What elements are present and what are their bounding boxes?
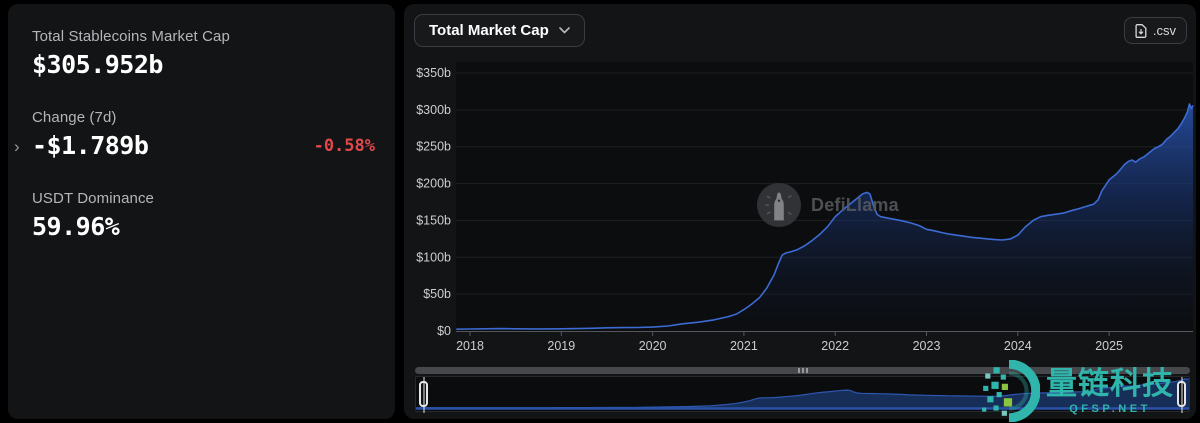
svg-text:2025: 2025 [1095, 339, 1123, 353]
chart-range-navigator[interactable] [415, 376, 1190, 412]
svg-text:$150b: $150b [416, 213, 451, 227]
svg-text:2018: 2018 [456, 339, 484, 353]
download-csv-button[interactable]: .csv [1123, 17, 1187, 44]
svg-text:$300b: $300b [416, 103, 451, 117]
svg-text:2019: 2019 [547, 339, 575, 353]
metric-dropdown[interactable]: Total Market Cap [414, 14, 585, 47]
svg-text:2022: 2022 [821, 339, 849, 353]
file-download-icon [1135, 23, 1147, 38]
svg-text:$350b: $350b [416, 66, 451, 80]
metric-dropdown-label: Total Market Cap [429, 22, 549, 39]
expand-chevron-icon[interactable]: › [14, 137, 20, 156]
navigator-mini-chart [416, 378, 1189, 410]
stat-total-market-cap: Total Stablecoins Market Cap $305.952b [32, 28, 375, 79]
stat-change-7d: Change (7d) › -$1.789b -0.58% [14, 109, 375, 160]
chart-scrollbar[interactable] [415, 367, 1190, 374]
change-7d-value: -$1.789b [32, 131, 149, 160]
stat-usdt-dominance: USDT Dominance 59.96% [32, 190, 375, 241]
svg-text:$50b: $50b [423, 287, 451, 301]
svg-text:2023: 2023 [913, 339, 941, 353]
usdt-dominance-value: 59.96% [32, 212, 120, 241]
usdt-dominance-label: USDT Dominance [32, 190, 155, 207]
total-market-cap-label: Total Stablecoins Market Cap [32, 28, 230, 45]
scrollbar-grip-icon[interactable] [797, 368, 808, 373]
svg-text:$100b: $100b [416, 250, 451, 264]
svg-text:2024: 2024 [1004, 339, 1032, 353]
csv-button-label: .csv [1152, 23, 1176, 38]
chart-header: Total Market Cap .csv [404, 4, 1196, 60]
change-7d-percent: -0.58% [313, 135, 375, 156]
stablecoins-area-chart[interactable]: $0 $50b $100b $150b $200b $250b $300b $350b 2018… [404, 4, 1196, 419]
svg-text:$0: $0 [437, 324, 451, 338]
range-handle-left[interactable] [419, 381, 428, 407]
chart-panel: Total Market Cap .csv $0 $50b $100b $150b $2… [404, 4, 1196, 419]
svg-text:2020: 2020 [639, 339, 667, 353]
svg-text:$200b: $200b [416, 177, 451, 191]
change-7d-label: Change (7d) [32, 109, 117, 126]
stats-panel: Total Stablecoins Market Cap $305.952b C… [8, 4, 395, 419]
svg-text:$250b: $250b [416, 140, 451, 154]
svg-text:2021: 2021 [730, 339, 758, 353]
range-handle-right[interactable] [1177, 381, 1186, 407]
chevron-down-icon [558, 27, 570, 34]
total-market-cap-value: $305.952b [32, 50, 163, 79]
